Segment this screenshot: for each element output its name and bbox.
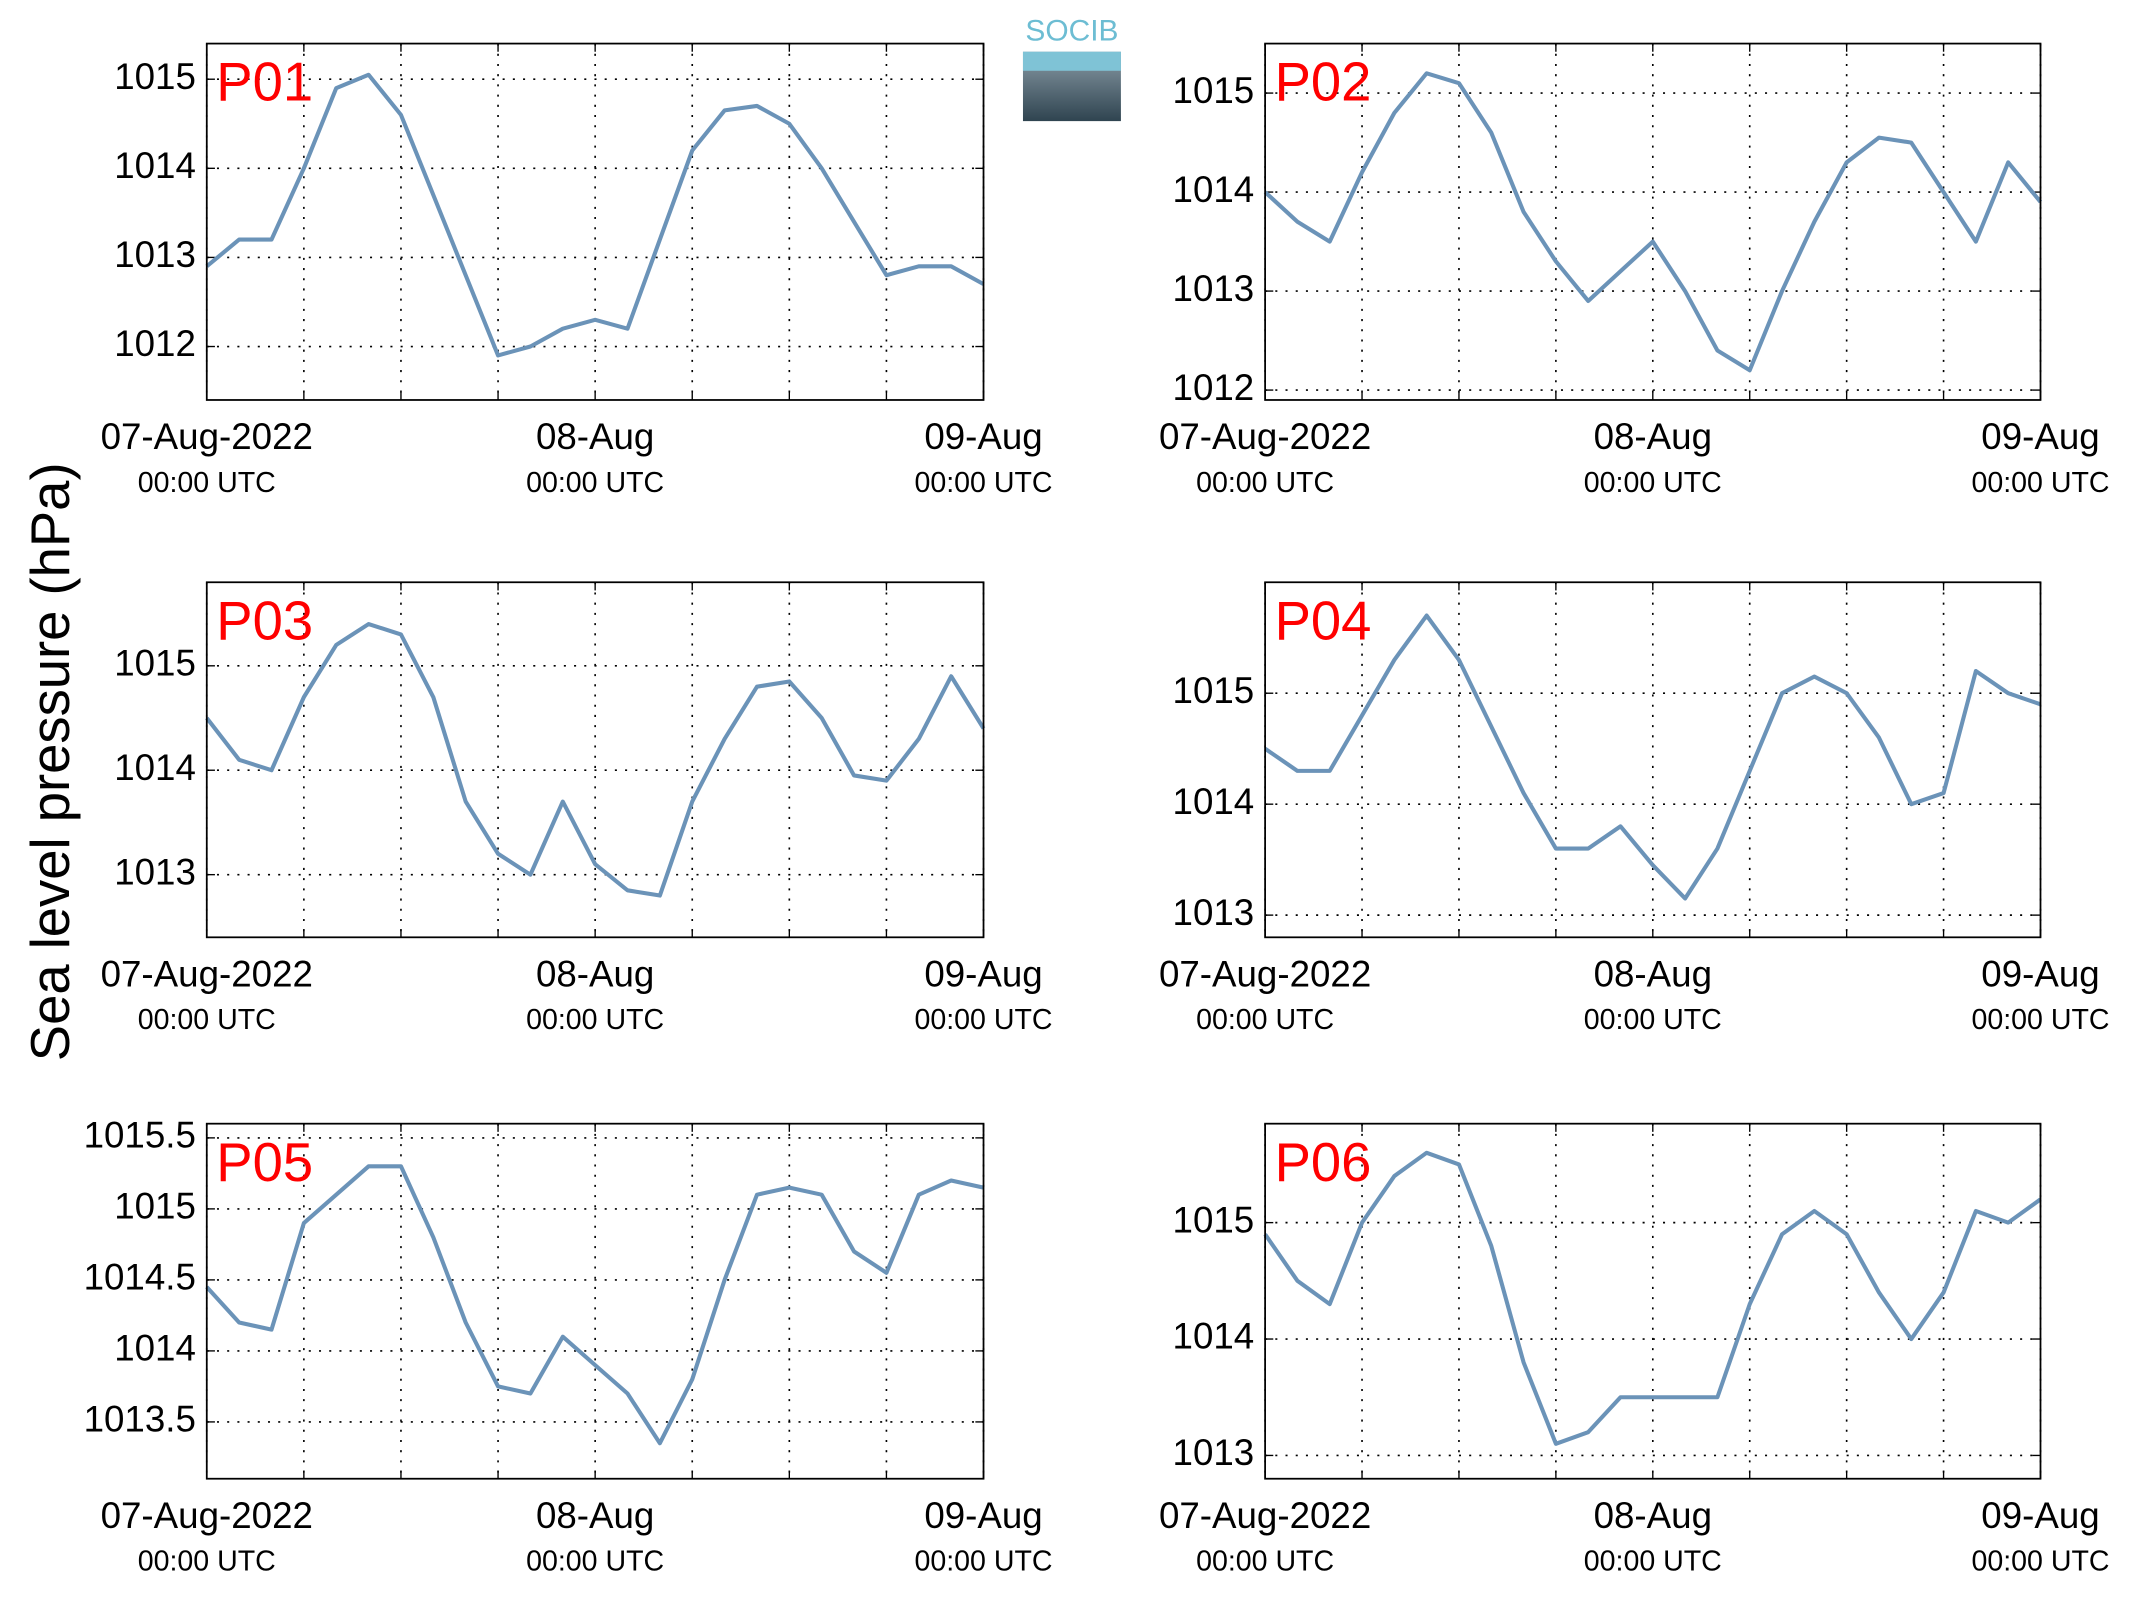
subplot: 1013.5 1014 1014.5 1015 1015.5 07-Aug-2022 00:… bbox=[84, 1115, 1053, 1578]
plot-area bbox=[1265, 1123, 2041, 1479]
logo-text: SOCIB bbox=[1025, 15, 1118, 48]
x-tick-label: 08-Aug bbox=[536, 1495, 654, 1536]
y-tick-label: 1013.5 bbox=[84, 1399, 196, 1440]
x-tick-label: 09-Aug bbox=[1981, 953, 2099, 994]
axes-box bbox=[205, 1122, 985, 1480]
plot-area bbox=[206, 582, 984, 938]
y-tick-label: 1012 bbox=[1173, 367, 1255, 408]
x-tick-sublabel: 00:00 UTC bbox=[1971, 1546, 2109, 1578]
subplot-title: P05 bbox=[216, 1132, 313, 1193]
x-tick-sublabel: 00:00 UTC bbox=[1584, 1546, 1722, 1578]
y-tick-label: 1013 bbox=[114, 234, 196, 275]
data-line bbox=[205, 72, 985, 358]
data-line bbox=[1263, 71, 2043, 373]
y-tick-label: 1015 bbox=[114, 1186, 196, 1227]
y-tick-label: 1012 bbox=[114, 323, 196, 364]
y-tick-label: 1015 bbox=[1173, 670, 1255, 711]
data-line bbox=[1263, 1150, 2042, 1446]
x-tick-sublabel: 00:00 UTC bbox=[1584, 1004, 1722, 1036]
y-tick-label: 1014 bbox=[114, 145, 196, 186]
x-tick-label: 08-Aug bbox=[1594, 1495, 1712, 1536]
subplot-title: P06 bbox=[1275, 1132, 1372, 1193]
y-tick-label: 1015 bbox=[1173, 1199, 1255, 1240]
y-tick-label: 1014 bbox=[1173, 169, 1255, 210]
x-tick-sublabel: 00:00 UTC bbox=[914, 1004, 1052, 1036]
x-tick-label: 09-Aug bbox=[924, 1495, 1042, 1536]
x-tick-sublabel: 00:00 UTC bbox=[1196, 1546, 1334, 1578]
x-tick-label: 09-Aug bbox=[1981, 1495, 2099, 1536]
axes-box bbox=[205, 581, 985, 939]
data-line bbox=[205, 622, 986, 898]
y-tick-label: 1014 bbox=[114, 747, 196, 788]
logo-wave bbox=[1022, 51, 1121, 71]
y-tick-label: 1014 bbox=[1173, 781, 1255, 822]
y-tick-label: 1013 bbox=[1173, 892, 1255, 933]
x-tick-label: 07-Aug-2022 bbox=[1159, 1495, 1371, 1536]
x-tick-label: 07-Aug-2022 bbox=[101, 953, 313, 994]
x-tick-label: 08-Aug bbox=[1594, 953, 1712, 994]
x-tick-label: 09-Aug bbox=[1981, 416, 2099, 457]
x-tick-label: 07-Aug-2022 bbox=[101, 416, 313, 457]
data-line bbox=[1263, 613, 2042, 901]
y-tick-label: 1013 bbox=[114, 851, 196, 892]
data-line bbox=[205, 1164, 984, 1446]
axes-box bbox=[205, 42, 985, 401]
x-tick-sublabel: 00:00 UTC bbox=[914, 467, 1052, 499]
x-tick-label: 08-Aug bbox=[536, 953, 654, 994]
subplot-title: P02 bbox=[1275, 52, 1372, 113]
axes-box bbox=[1264, 1122, 2042, 1480]
plot-area bbox=[1265, 582, 2041, 938]
subplot: 1013 1014 1015 07-Aug-2022 00:00 UTC 08-Aug 00… bbox=[1159, 1122, 2110, 1578]
x-tick-sublabel: 00:00 UTC bbox=[526, 1004, 664, 1036]
y-tick-label: 1015 bbox=[114, 56, 196, 97]
x-tick-label: 07-Aug-2022 bbox=[1159, 416, 1371, 457]
x-tick-sublabel: 00:00 UTC bbox=[1971, 467, 2109, 499]
x-tick-sublabel: 00:00 UTC bbox=[526, 467, 664, 499]
x-tick-label: 09-Aug bbox=[924, 416, 1042, 457]
x-tick-sublabel: 00:00 UTC bbox=[138, 1004, 276, 1036]
subplot: 1012 1013 1014 1015 07-Aug-2022 00:00 UTC 08-A… bbox=[101, 42, 1053, 499]
x-tick-sublabel: 00:00 UTC bbox=[1196, 467, 1334, 499]
x-tick-sublabel: 00:00 UTC bbox=[1584, 467, 1722, 499]
logo: SOCIB bbox=[1022, 15, 1121, 122]
y-tick-label: 1014 bbox=[114, 1328, 196, 1369]
x-tick-sublabel: 00:00 UTC bbox=[1196, 1004, 1334, 1036]
x-tick-label: 07-Aug-2022 bbox=[101, 1495, 313, 1536]
y-tick-label: 1014.5 bbox=[84, 1257, 196, 1298]
x-tick-sublabel: 00:00 UTC bbox=[138, 1546, 276, 1578]
x-tick-label: 08-Aug bbox=[1594, 416, 1712, 457]
subplot-title: P03 bbox=[216, 590, 313, 651]
y-tick-label: 1013 bbox=[1173, 1432, 1255, 1473]
x-tick-label: 07-Aug-2022 bbox=[1159, 953, 1371, 994]
subplot: 1013 1014 1015 07-Aug-2022 00:00 UTC 08-Aug 00… bbox=[101, 581, 1053, 1036]
axes-box bbox=[1264, 42, 2042, 401]
x-tick-sublabel: 00:00 UTC bbox=[914, 1546, 1052, 1578]
y-axis-label: Sea level pressure (hPa) bbox=[20, 462, 81, 1061]
y-tick-label: 1015 bbox=[1173, 70, 1255, 111]
x-tick-sublabel: 00:00 UTC bbox=[138, 467, 276, 499]
x-tick-label: 08-Aug bbox=[536, 416, 654, 457]
axes-box bbox=[1264, 581, 2042, 939]
subplot: 1013 1014 1015 07-Aug-2022 00:00 UTC 08-Aug 00… bbox=[1159, 581, 2110, 1036]
subplot-title: P01 bbox=[216, 52, 313, 113]
y-tick-label: 1015.5 bbox=[84, 1115, 196, 1156]
x-tick-sublabel: 00:00 UTC bbox=[526, 1546, 664, 1578]
y-tick-label: 1014 bbox=[1173, 1316, 1255, 1357]
y-tick-label: 1013 bbox=[1173, 268, 1255, 309]
plot-area bbox=[206, 1123, 984, 1479]
x-tick-sublabel: 00:00 UTC bbox=[1971, 1004, 2109, 1036]
x-tick-label: 09-Aug bbox=[924, 953, 1042, 994]
subplot: 1012 1013 1014 1015 07-Aug-2022 00:00 UTC 08-A… bbox=[1159, 42, 2110, 499]
y-tick-label: 1015 bbox=[114, 643, 196, 684]
subplot-title: P04 bbox=[1275, 590, 1372, 651]
plot-area bbox=[1265, 43, 2041, 400]
